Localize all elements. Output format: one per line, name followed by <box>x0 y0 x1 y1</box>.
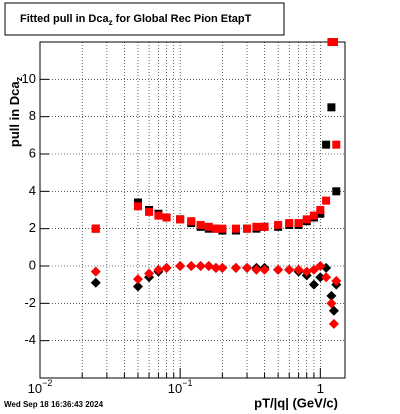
x-tick-label: 10−2 <box>28 378 53 396</box>
point <box>329 38 338 46</box>
point <box>326 290 337 301</box>
point <box>308 279 319 290</box>
point <box>218 224 227 233</box>
point <box>90 266 101 277</box>
point <box>331 275 342 286</box>
x-tick-label: 10−1 <box>168 378 193 396</box>
point <box>308 264 319 275</box>
point <box>154 211 163 220</box>
point <box>211 224 220 233</box>
point <box>133 202 142 211</box>
y-tick-label: 4 <box>29 183 36 198</box>
point <box>132 274 143 285</box>
point <box>332 140 341 149</box>
point <box>294 219 303 228</box>
title-sub: z <box>109 18 113 27</box>
point <box>315 261 326 271</box>
point <box>327 103 336 112</box>
x-tick-label: 1 <box>317 381 324 396</box>
y-tick-label: 6 <box>29 145 36 160</box>
point <box>321 272 332 283</box>
point <box>328 318 339 329</box>
point <box>176 215 185 224</box>
y-tick-label: -4 <box>24 332 36 347</box>
point <box>231 224 240 233</box>
y-tick-label: 8 <box>29 108 36 123</box>
point <box>260 222 269 231</box>
point <box>243 224 252 233</box>
point <box>186 261 197 271</box>
point <box>322 196 331 205</box>
point <box>332 187 341 196</box>
point <box>175 261 186 271</box>
point <box>315 272 326 283</box>
y-tick-label: -2 <box>24 295 36 310</box>
point <box>196 220 205 229</box>
timestamp: Wed Sep 18 16:36:43 2024 <box>4 400 104 409</box>
point <box>145 207 154 216</box>
x-tick-base: 1 <box>317 381 324 396</box>
point <box>251 264 262 275</box>
point <box>203 261 214 271</box>
point <box>187 217 196 226</box>
point <box>91 224 100 233</box>
x-tick-base: 10 <box>168 381 182 396</box>
point <box>195 261 206 271</box>
point <box>162 213 171 222</box>
point <box>217 262 228 273</box>
point <box>274 220 283 229</box>
point <box>90 277 101 288</box>
point <box>316 206 325 214</box>
point <box>326 298 337 309</box>
point <box>242 262 253 273</box>
y-tick-label: 2 <box>29 220 36 235</box>
point <box>252 222 261 231</box>
point <box>322 140 331 149</box>
title-box <box>4 2 285 36</box>
x-tick-exponent: −1 <box>182 378 192 388</box>
point <box>161 262 172 273</box>
title-rest: for Global Rec Pion EtapT <box>113 13 252 25</box>
x-tick-base: 10 <box>28 381 42 396</box>
point <box>259 264 270 275</box>
point <box>302 215 311 224</box>
point <box>285 219 294 228</box>
point <box>204 222 213 231</box>
plot-frame <box>39 41 346 379</box>
title-main: Fitted pull in Dca <box>20 13 109 25</box>
point <box>309 211 318 220</box>
point <box>153 264 164 275</box>
chart-title: Fitted pull in Dcaz for Global Rec Pion … <box>20 13 252 27</box>
point <box>301 266 312 277</box>
y-label: pull in Dcaz <box>7 76 24 147</box>
point <box>210 262 221 273</box>
point <box>273 264 284 275</box>
point <box>144 268 155 279</box>
x-label: pT/|q| (GeV/c) <box>254 395 338 410</box>
x-tick-exponent: −2 <box>42 378 52 388</box>
point <box>284 264 295 275</box>
point <box>293 264 304 275</box>
y-tick-label: 10 <box>22 71 36 86</box>
y-tick-label: 0 <box>29 257 36 272</box>
point <box>230 262 241 273</box>
point <box>132 281 143 292</box>
y-label-sub: z <box>14 76 24 81</box>
y-label-main: pull in Dca <box>7 81 22 148</box>
